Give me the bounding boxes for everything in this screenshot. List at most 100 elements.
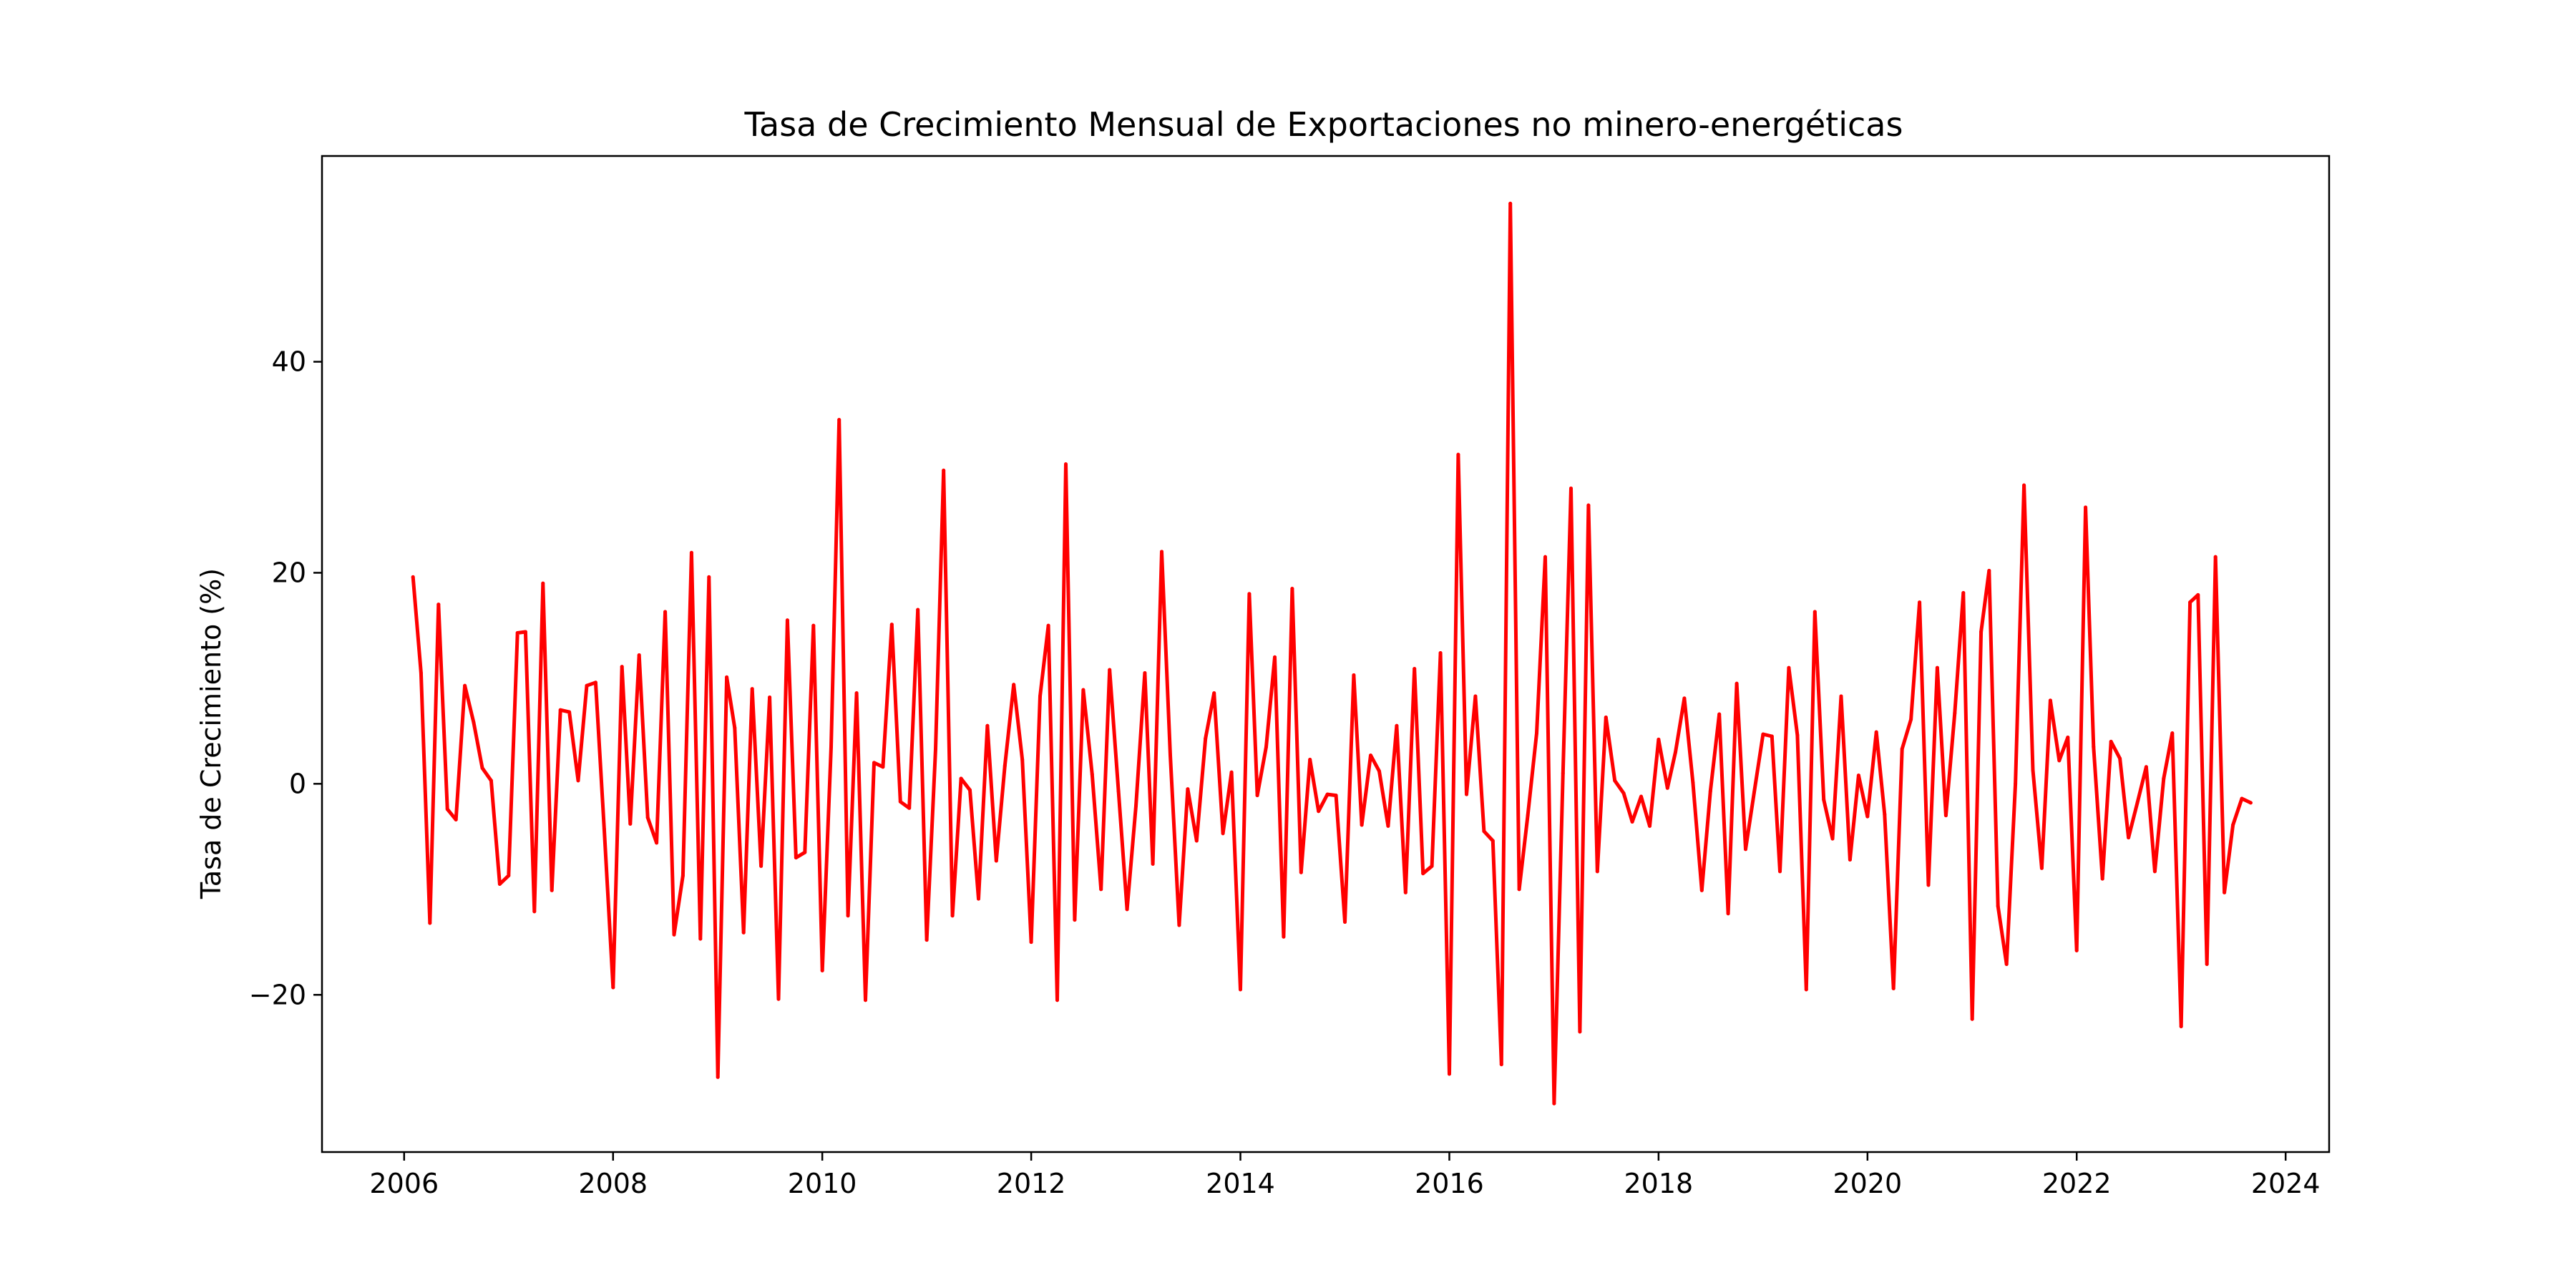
data-point-2009-07: [768, 696, 772, 699]
data-point-2012-10: [1108, 668, 1112, 672]
x-tick-label-2018: 2018: [1624, 1168, 1694, 1199]
data-point-2023-03: [2196, 592, 2200, 597]
x-tick-label-2024: 2024: [2251, 1168, 2321, 1199]
data-point-2009-06: [759, 864, 763, 868]
data-point-2007-08: [567, 710, 572, 714]
data-point-2017-11: [1639, 794, 1643, 799]
data-point-2019-10: [1839, 694, 1843, 698]
data-point-2022-10: [2152, 869, 2157, 874]
data-point-2007-06: [550, 888, 554, 892]
data-point-2016-09: [1517, 887, 1521, 892]
data-point-2011-06: [968, 788, 972, 792]
x-tick-label-2006: 2006: [369, 1168, 439, 1199]
data-point-2010-06: [864, 998, 867, 1002]
data-point-2015-09: [1413, 667, 1417, 671]
data-point-2021-01: [1970, 1017, 1974, 1021]
data-point-2006-02: [411, 575, 415, 579]
data-point-2007-01: [507, 874, 511, 878]
x-axis: 2006 2008 2010 2012 2014 2016 2018 2020 2022 2024: [369, 1152, 2321, 1199]
data-point-2020-03: [1883, 812, 1887, 816]
data-point-2012-09: [1099, 887, 1103, 892]
data-point-2006-03: [419, 671, 423, 675]
data-point-2020-09: [1935, 665, 1939, 670]
data-point-2006-07: [454, 818, 458, 821]
data-point-2010-02: [829, 745, 833, 749]
data-point-2018-02: [1665, 786, 1669, 790]
data-point-2013-06: [1177, 923, 1181, 927]
data-point-2020-04: [1891, 986, 1896, 990]
data-point-2015-11: [1430, 864, 1434, 868]
data-point-2022-11: [2162, 776, 2166, 781]
data-point-2014-01: [1239, 987, 1242, 992]
data-point-2022-01: [2074, 948, 2079, 952]
data-point-2015-06: [1386, 824, 1390, 828]
data-point-2012-08: [1090, 772, 1094, 776]
data-point-2013-02: [1143, 671, 1147, 675]
data-point-2016-08: [1508, 201, 1513, 205]
data-point-2022-09: [2144, 765, 2148, 769]
data-point-2014-12: [1334, 794, 1338, 798]
data-point-2008-08: [672, 932, 676, 937]
x-tick-label-2016: 2016: [1415, 1168, 1484, 1199]
data-point-2021-10: [2048, 698, 2052, 703]
data-point-2011-08: [985, 723, 990, 728]
data-point-2017-09: [1621, 791, 1626, 796]
data-point-2011-10: [1002, 763, 1007, 768]
data-point-2006-11: [489, 779, 493, 783]
data-point-2013-05: [1169, 753, 1172, 758]
data-point-2019-04: [1787, 665, 1791, 670]
y-tick-label-40: 40: [272, 346, 306, 378]
data-point-2013-11: [1221, 831, 1225, 836]
data-point-2023-09: [2248, 801, 2253, 805]
data-point-2018-09: [1726, 912, 1730, 916]
plot-area: 2006 2008 2010 2012 2014 2016 2018 2020 2022 2024…: [249, 155, 2331, 1199]
data-point-2018-11: [1744, 847, 1747, 852]
data-point-2015-07: [1395, 723, 1399, 728]
data-point-2020-05: [1900, 747, 1904, 751]
data-point-2017-10: [1630, 820, 1634, 824]
data-point-2012-07: [1081, 688, 1085, 692]
data-point-2022-04: [2100, 877, 2104, 881]
data-point-2008-02: [620, 665, 624, 669]
x-tick-label-2010: 2010: [788, 1168, 857, 1199]
data-point-2022-02: [2084, 505, 2088, 509]
data-point-2013-12: [1229, 770, 1234, 774]
data-point-2018-10: [1735, 681, 1739, 686]
data-point-2021-06: [2014, 781, 2018, 786]
y-axis: −20 0 20 40: [249, 346, 322, 1010]
data-point-2016-12: [1543, 555, 1547, 559]
data-point-2018-06: [1699, 888, 1704, 892]
data-point-2007-09: [576, 779, 580, 783]
data-point-2006-08: [463, 683, 467, 688]
data-point-2017-05: [1586, 503, 1591, 507]
data-point-2020-11: [1953, 711, 1957, 716]
data-point-2022-12: [2170, 731, 2175, 736]
data-point-2017-08: [1613, 779, 1617, 783]
data-point-2019-01: [1761, 732, 1765, 736]
data-point-2008-05: [645, 816, 650, 820]
data-point-2010-12: [916, 608, 920, 612]
data-point-2017-07: [1604, 716, 1608, 719]
data-point-2008-12: [707, 575, 711, 579]
data-point-2021-04: [1996, 904, 2000, 908]
data-point-2010-01: [820, 968, 824, 972]
data-point-2010-03: [837, 418, 841, 422]
data-point-2017-12: [1648, 824, 1652, 828]
data-point-2010-09: [889, 623, 894, 627]
y-tick-label--20: −20: [249, 979, 306, 1010]
data-point-2010-05: [854, 691, 859, 696]
data-point-2016-11: [1535, 731, 1538, 736]
data-point-2008-10: [689, 550, 693, 555]
data-point-2019-07: [1813, 610, 1817, 614]
data-point-2016-01: [1448, 1072, 1451, 1076]
data-point-2016-06: [1491, 839, 1495, 843]
data-point-2021-07: [2022, 483, 2026, 487]
data-point-2019-12: [1856, 774, 1860, 778]
data-point-2014-08: [1299, 870, 1303, 874]
data-point-2018-01: [1657, 737, 1661, 741]
data-point-2017-01: [1552, 1101, 1556, 1106]
data-point-2020-10: [1943, 814, 1948, 818]
data-point-2011-09: [994, 859, 998, 863]
data-point-2009-05: [750, 687, 754, 691]
data-point-2012-05: [1064, 462, 1068, 467]
